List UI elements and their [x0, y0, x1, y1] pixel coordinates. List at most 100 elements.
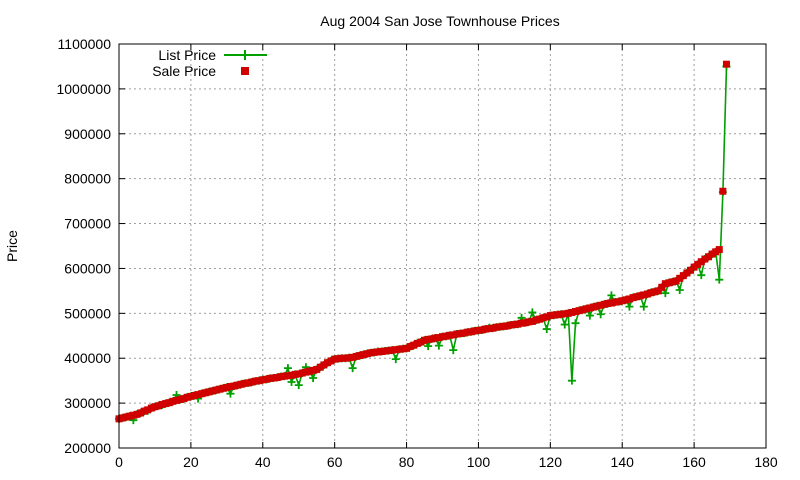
sale-price-point: [647, 289, 655, 297]
y-tick-label: 1000000: [56, 81, 111, 97]
sale-price-point: [546, 312, 554, 320]
sale-price-point: [320, 361, 328, 369]
sale-price-point: [399, 345, 407, 353]
sale-price-point: [370, 348, 378, 356]
sale-price-point: [295, 370, 303, 378]
sale-price-point: [456, 330, 464, 338]
x-tick-label: 140: [611, 454, 635, 470]
sale-price-point: [291, 370, 299, 378]
sale-price-point: [665, 279, 673, 287]
legend: List Price Sale Price: [152, 47, 267, 79]
sale-price-point: [359, 351, 367, 359]
list-price-point: [675, 285, 684, 294]
sale-price-point: [248, 378, 256, 386]
sale-price-point: [460, 329, 468, 337]
sale-price-point: [327, 357, 335, 365]
sale-price-point: [234, 381, 242, 389]
sale-price-point: [119, 414, 127, 422]
y-tick-label: 600000: [64, 260, 111, 276]
sale-price-point: [349, 353, 357, 361]
x-tick-label: 120: [539, 454, 563, 470]
sale-price-point: [284, 372, 292, 380]
sale-price-point: [654, 287, 662, 295]
sale-price-point: [165, 399, 173, 407]
sale-price-point: [446, 331, 454, 339]
x-tick-label: 60: [327, 454, 343, 470]
sale-price-point: [636, 292, 644, 300]
sale-price-point: [237, 380, 245, 388]
sale-price-point: [273, 374, 281, 382]
x-tick-label: 80: [399, 454, 415, 470]
sale-price-point: [270, 374, 278, 382]
sale-price-point: [302, 368, 310, 376]
sale-price-point: [176, 396, 184, 404]
sale-price-point: [503, 322, 511, 330]
x-tick-label: 160: [682, 454, 706, 470]
list-price-point: [596, 310, 605, 319]
list-price-point: [625, 302, 634, 311]
sale-price-point: [507, 321, 515, 329]
sale-price-point: [528, 317, 536, 325]
x-tick-label: 180: [754, 454, 778, 470]
sale-price-point: [651, 288, 659, 296]
y-tick-label: 400000: [64, 350, 111, 366]
sale-price-point: [331, 355, 339, 363]
sale-price-point: [629, 294, 637, 302]
sale-price-point: [532, 316, 540, 324]
sale-price-point: [363, 350, 371, 358]
sale-price-point: [122, 413, 130, 421]
sale-price-point: [334, 355, 342, 363]
sale-price-point: [568, 308, 576, 316]
sale-price-point: [582, 305, 590, 313]
legend-marker-sale-price: [241, 67, 249, 75]
list-price-point: [661, 289, 670, 298]
sale-price-point: [144, 406, 152, 414]
sale-price-point: [464, 328, 472, 336]
sale-price-point: [259, 376, 267, 384]
sale-price-point: [510, 321, 518, 329]
sale-price-point: [543, 313, 551, 321]
list-price-point: [287, 378, 296, 387]
list-price-point: [424, 342, 433, 351]
list-price-point: [294, 381, 303, 390]
sale-price-point: [492, 323, 500, 331]
sale-price-point: [571, 308, 579, 316]
sale-price-point: [518, 319, 526, 327]
legend-marker-list-price: [240, 50, 250, 60]
sale-price-point: [323, 359, 331, 367]
sale-price-point: [219, 384, 227, 392]
list-price-line: [118, 66, 728, 422]
list-price-point: [434, 341, 443, 350]
sale-price-point: [611, 298, 619, 306]
sale-price-point: [288, 371, 296, 379]
sale-price-point: [194, 391, 202, 399]
sale-price-point: [266, 374, 274, 382]
sale-price-point: [129, 411, 137, 419]
sale-price-point: [395, 345, 403, 353]
plot-frame: [118, 43, 767, 449]
sale-price-point: [126, 412, 134, 420]
sale-price-point: [169, 397, 177, 405]
x-tick-label: 0: [115, 454, 123, 470]
sale-price-point: [514, 320, 522, 328]
sale-price-point: [226, 383, 234, 391]
sale-price-point: [597, 301, 605, 309]
sale-price-point: [147, 404, 155, 412]
sale-price-point: [607, 299, 615, 307]
sale-price-point: [435, 334, 443, 342]
sale-price-point: [579, 306, 587, 314]
sale-price-point: [471, 327, 479, 335]
sale-price-point: [280, 372, 288, 380]
sale-price-point: [625, 295, 633, 303]
sale-price-point: [374, 348, 382, 356]
list-price-point: [585, 311, 594, 320]
sale-price-point: [421, 336, 429, 344]
sale-price-point: [482, 325, 490, 333]
y-tick-label: 200000: [64, 440, 111, 456]
sale-price-point: [557, 310, 565, 318]
list-price-point: [697, 271, 706, 280]
sale-price-point: [679, 272, 687, 280]
sale-price-point: [687, 266, 695, 274]
chart-title: Aug 2004 San Jose Townhouse Prices: [320, 13, 559, 29]
